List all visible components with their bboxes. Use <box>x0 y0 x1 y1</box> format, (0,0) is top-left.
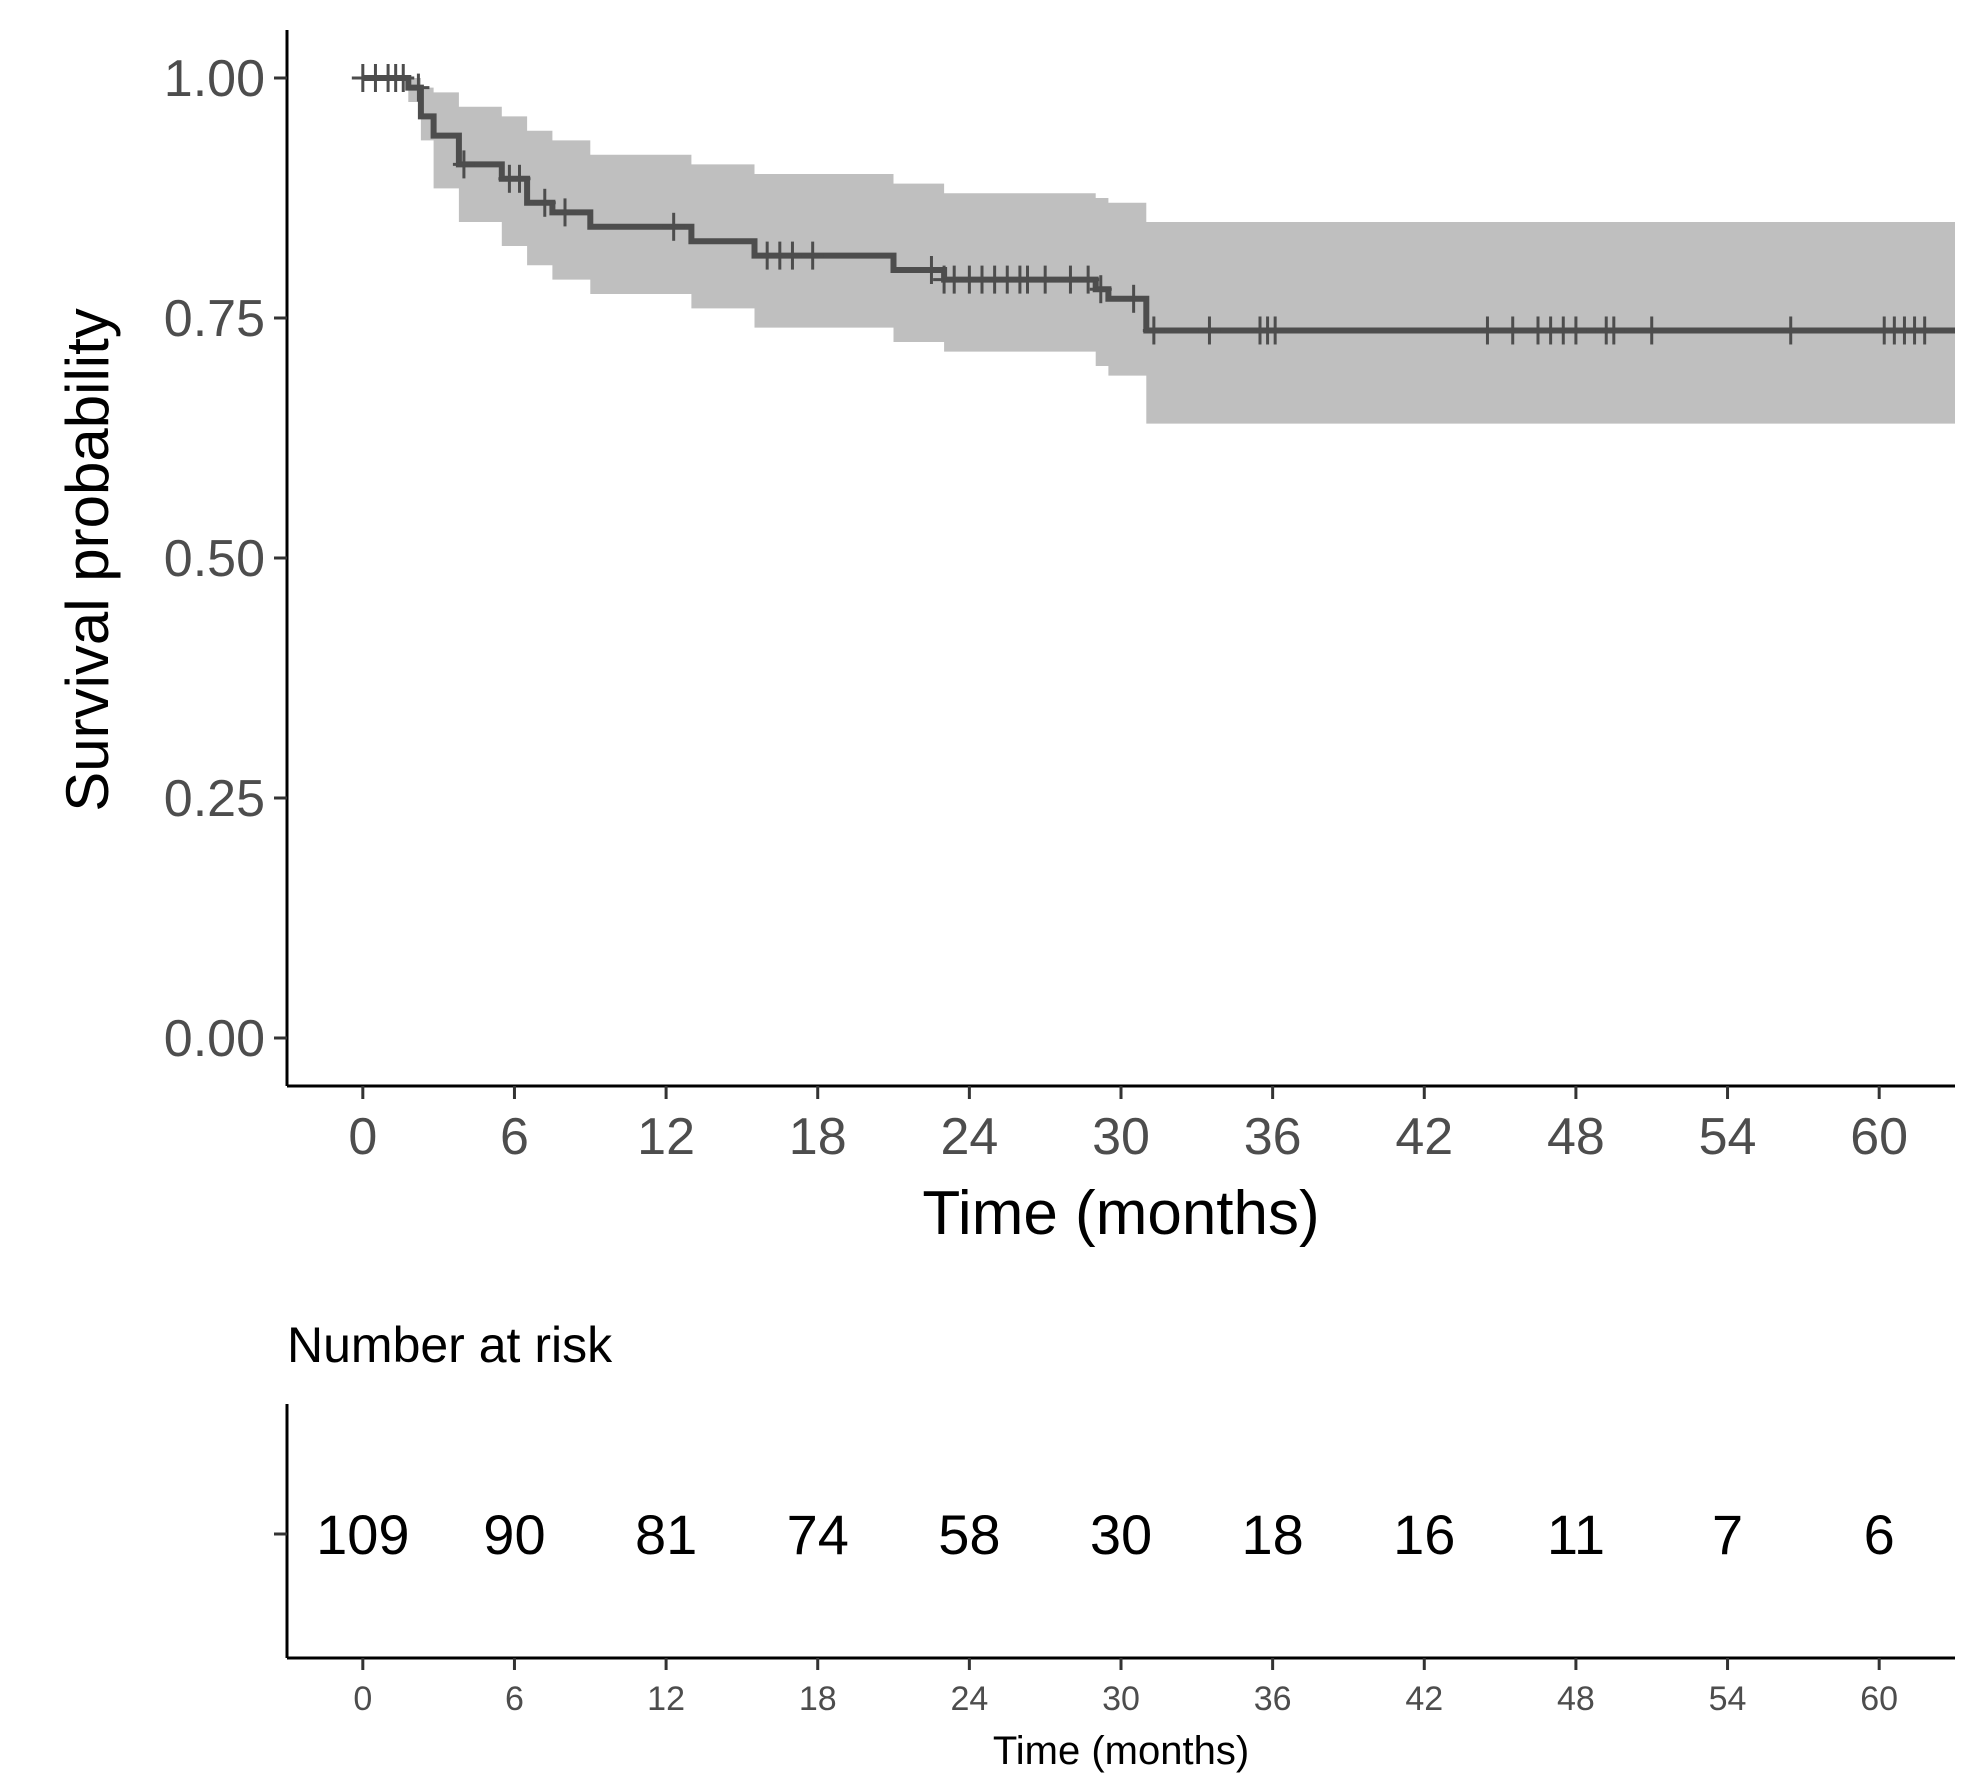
risk-x-tick-label: 48 <box>1557 1680 1595 1718</box>
km-y-tick-label: 0.25 <box>164 770 265 828</box>
censor-mark <box>781 241 804 270</box>
risk-value: 6 <box>1864 1503 1895 1566</box>
km-y-tick-label: 0.50 <box>164 530 265 588</box>
confidence-interval-band <box>362 78 1955 424</box>
risk-x-axis-title: Time (months) <box>993 1729 1249 1773</box>
censor-mark <box>1913 316 1936 345</box>
risk-x-tick-label: 0 <box>353 1680 372 1718</box>
risk-value: 58 <box>938 1503 1000 1566</box>
censor-mark <box>662 212 685 241</box>
km-x-tick-label: 18 <box>789 1108 847 1166</box>
km-x-tick-label: 48 <box>1547 1108 1605 1166</box>
km-x-tick-label: 54 <box>1699 1108 1757 1166</box>
risk-x-tick-label: 60 <box>1860 1680 1898 1718</box>
risk-value: 81 <box>635 1503 697 1566</box>
censor-mark <box>508 164 531 193</box>
km-x-ticks: 0 6 12 18 24 30 36 42 48 54 60 <box>348 1086 1908 1166</box>
risk-x-tick-label: 30 <box>1102 1680 1140 1718</box>
km-plot-panel: 0.00 0.25 0.50 0.75 1.00 0 6 12 18 24 30 36 42 48 54 6… <box>54 30 1955 1248</box>
survival-curve-line <box>362 75 1955 334</box>
risk-x-tick-label: 18 <box>799 1680 837 1718</box>
censor-mark <box>1264 316 1287 345</box>
censor-mark <box>1602 316 1625 345</box>
risk-value: 74 <box>787 1503 849 1566</box>
censor-mark <box>1089 275 1112 304</box>
km-x-tick-label: 0 <box>348 1108 377 1166</box>
risk-value: 18 <box>1241 1503 1303 1566</box>
km-x-tick-label: 12 <box>637 1108 695 1166</box>
risk-value: 30 <box>1090 1503 1152 1566</box>
km-x-tick-label: 42 <box>1395 1108 1453 1166</box>
km-x-tick-label: 36 <box>1244 1108 1302 1166</box>
censor-mark <box>1779 316 1802 345</box>
risk-x-tick-label: 24 <box>950 1680 988 1718</box>
risk-x-tick-label: 36 <box>1254 1680 1292 1718</box>
km-x-tick-label: 24 <box>940 1108 998 1166</box>
censor-mark <box>920 256 943 284</box>
censor-mark <box>801 241 824 270</box>
censor-mark <box>1077 265 1100 294</box>
risk-x-ticks: 0 6 12 18 24 30 36 42 48 54 60 <box>353 1658 1898 1718</box>
km-y-ticks: 0.00 0.25 0.50 0.75 1.00 <box>164 50 287 1068</box>
risk-value: 90 <box>483 1503 545 1566</box>
censor-mark <box>1142 316 1165 345</box>
km-x-tick-label: 30 <box>1092 1108 1150 1166</box>
censor-mark <box>1640 316 1663 345</box>
risk-x-tick-label: 6 <box>505 1680 524 1718</box>
km-y-tick-label: 0.75 <box>164 290 265 348</box>
censor-mark <box>533 188 556 217</box>
risk-x-tick-label: 12 <box>647 1680 685 1718</box>
censor-mark <box>452 150 475 179</box>
risk-value: 16 <box>1393 1503 1455 1566</box>
risk-x-tick-label: 54 <box>1709 1680 1747 1718</box>
km-y-tick-label: 0.00 <box>164 1010 265 1068</box>
risk-values-row: 109 90 81 74 58 30 18 16 11 7 6 <box>316 1503 1895 1566</box>
censor-mark <box>1501 316 1524 345</box>
censor-mark <box>554 198 576 227</box>
risk-value: 11 <box>1547 1503 1605 1566</box>
km-x-tick-label: 60 <box>1850 1108 1908 1166</box>
risk-table-title: Number at risk <box>287 1317 613 1373</box>
risk-value: 7 <box>1712 1503 1743 1566</box>
km-y-tick-label: 1.00 <box>164 50 265 108</box>
censor-mark <box>1122 284 1145 313</box>
risk-value: 109 <box>316 1503 409 1566</box>
censor-mark <box>392 64 415 92</box>
km-x-tick-label: 6 <box>500 1108 529 1166</box>
censor-marks <box>351 64 1936 345</box>
censor-mark <box>1198 316 1221 345</box>
risk-x-tick-label: 42 <box>1405 1680 1443 1718</box>
km-x-axis-title: Time (months) <box>922 1179 1319 1248</box>
censor-mark <box>1476 316 1499 345</box>
censor-mark <box>1564 316 1587 345</box>
censor-mark <box>407 73 430 102</box>
km-y-axis-title: Survival probability <box>54 308 121 812</box>
censor-mark <box>1034 265 1057 294</box>
